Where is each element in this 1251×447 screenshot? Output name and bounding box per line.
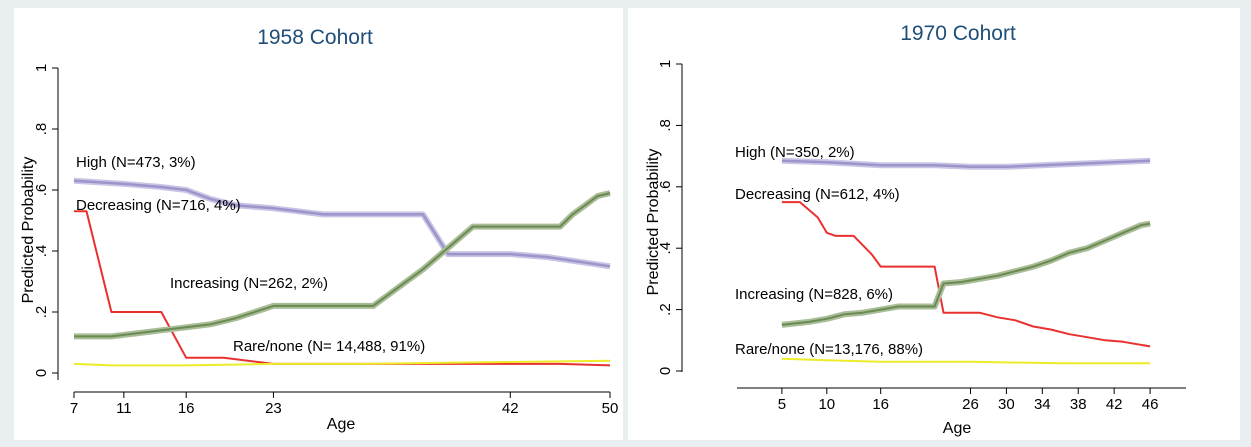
y-tick-label: .6 <box>33 184 50 197</box>
y-tick-label: 0 <box>657 367 674 375</box>
annotation-increasing: Increasing (N=262, 2%) <box>170 275 328 292</box>
annotation-rare: Rare/none (N=13,176, 88%) <box>735 341 923 358</box>
series-line-high-n-350-2 <box>781 159 1151 169</box>
y-tick-label: .4 <box>657 242 674 255</box>
x-tick-label: 16 <box>872 396 889 413</box>
x-tick-label: 26 <box>962 396 979 413</box>
y-tick-label: 0 <box>33 369 50 377</box>
series-line-decreasing-n-612-4 <box>781 201 1151 348</box>
x-tick-label: 38 <box>1070 396 1087 413</box>
y-tick-label: 1 <box>657 60 674 68</box>
y-axis-label: Predicted Probability <box>645 149 662 296</box>
series-line-increasing-n-828-6 <box>781 222 1151 326</box>
chart-panel-1958: 1958 Cohort Predicted Probability Age 0.… <box>14 8 623 440</box>
annotation-decreasing: Decreasing (N=612, 4%) <box>735 186 900 203</box>
series-line-decreasing-n-716-4 <box>74 210 611 367</box>
y-tick-label: .6 <box>657 181 674 194</box>
chart-title: 1970 Cohort <box>900 22 1016 45</box>
x-tick-label: 46 <box>1142 396 1159 413</box>
x-axis-label: Age <box>327 416 356 433</box>
x-tick-label: 50 <box>602 400 619 417</box>
y-tick-label: 1 <box>33 64 50 72</box>
x-tick-label: 23 <box>265 400 282 417</box>
chart-title: 1958 Cohort <box>257 26 373 49</box>
series-line-rare-none-n-14-488-91 <box>73 359 611 367</box>
chart-panel-1970: 1970 Cohort Predicted Probability Age 0.… <box>628 8 1240 440</box>
annotation-high: High (N=350, 2%) <box>735 144 855 161</box>
annotation-increasing: Increasing (N=828, 6%) <box>735 286 893 303</box>
y-tick-label: .8 <box>33 123 50 136</box>
x-tick-label: 34 <box>1034 396 1051 413</box>
x-tick-label: 10 <box>818 396 835 413</box>
x-tick-label: 30 <box>998 396 1015 413</box>
x-tick-label: 11 <box>116 400 132 417</box>
series-line-increasing-n-262-2 <box>74 192 611 338</box>
x-tick-label: 42 <box>502 400 519 417</box>
y-tick-label: .8 <box>657 119 674 132</box>
y-tick-label: .2 <box>33 306 50 319</box>
annotation-rare: Rare/none (N= 14,488, 91%) <box>233 338 425 355</box>
x-tick-label: 7 <box>70 400 78 417</box>
x-tick-label: 42 <box>1106 396 1123 413</box>
annotation-decreasing: Decreasing (N=716, 4%) <box>76 197 241 214</box>
series-line-high-n-473-3 <box>73 179 611 268</box>
series-line-rare-none-n-13-176-88 <box>781 357 1151 365</box>
y-tick-label: .2 <box>657 303 674 316</box>
y-tick-label: .4 <box>33 245 50 258</box>
y-axis-label: Predicted Probability <box>20 157 37 304</box>
annotation-high: High (N=473, 3%) <box>76 154 196 171</box>
x-tick-label: 5 <box>778 396 786 413</box>
x-tick-label: 16 <box>178 400 195 417</box>
x-axis-label: Age <box>943 420 972 437</box>
